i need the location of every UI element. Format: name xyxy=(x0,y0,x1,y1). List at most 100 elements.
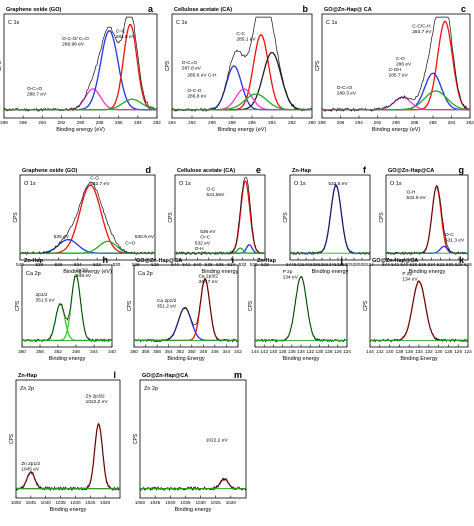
x-tick-label: 540 xyxy=(194,262,202,267)
x-tick-label: 540 xyxy=(16,262,24,267)
x-tick-label: 536 xyxy=(55,262,63,267)
peak-annotation-value: 285.7 eV xyxy=(389,73,409,79)
x-axis-label: Binding energy (eV) xyxy=(218,127,267,133)
y-axis-label: CPS xyxy=(379,212,385,223)
x-tick-label: 538 xyxy=(35,262,43,267)
x-tick-label: 286 xyxy=(115,120,123,125)
plot-frame xyxy=(19,174,156,261)
x-tick-label: 138 xyxy=(396,349,404,354)
x-tick-label: 358 xyxy=(142,349,150,354)
y-axis-label: CPS xyxy=(15,300,21,311)
peak-fit-0 xyxy=(255,275,347,342)
peak-annotation-value: 288.7 eV xyxy=(27,91,47,97)
x-tick-label: 356 xyxy=(36,349,44,354)
x-tick-label: 348 xyxy=(199,349,207,354)
x-tick-label: 530 xyxy=(446,262,454,267)
x-tick-label: 290 xyxy=(77,120,85,125)
x-axis-label: Binding energy xyxy=(50,507,87,513)
x-tick-label: 292 xyxy=(58,120,66,125)
core-level-label: C 1s xyxy=(326,20,338,26)
panel-label: j xyxy=(339,255,343,265)
x-tick-label: 542 xyxy=(391,262,399,267)
x-axis-label: Binding energy xyxy=(312,269,349,275)
y-axis-label: CPS xyxy=(283,212,289,223)
x-tick-label: 526 xyxy=(151,262,159,267)
x-axis-label: Binding energy xyxy=(175,507,212,513)
x-tick-label: 130 xyxy=(316,349,324,354)
y-axis-label: CPS xyxy=(13,212,19,223)
peak-annotation: 285.6 eV C-H xyxy=(187,72,217,78)
panel-label: l xyxy=(113,370,116,380)
x-tick-label: 532 xyxy=(239,262,247,267)
x-tick-label: 528 xyxy=(455,262,463,267)
x-tick-label: 348 xyxy=(72,349,80,354)
x-tick-label: 1025 xyxy=(85,500,96,505)
x-tick-label: 526 xyxy=(358,262,366,267)
peak-annotation-value: 348 eV xyxy=(76,273,92,279)
x-tick-label: 144 xyxy=(366,349,374,354)
x-tick-label: 1050 xyxy=(135,500,146,505)
plot-frame xyxy=(133,264,239,348)
core-level-label: Zn 2p xyxy=(20,386,34,392)
peak-annotation: O-C=O xyxy=(182,60,198,66)
panel-label: k xyxy=(459,255,465,265)
y-axis-label: CPS xyxy=(168,212,174,223)
sample-title: GO@Zn-Hap@CA xyxy=(136,258,182,264)
sample-title: Cellulose acetate (CA) xyxy=(177,168,235,174)
panel-label: m xyxy=(234,370,242,380)
x-tick-label: 538 xyxy=(409,262,417,267)
peak-annotation-value: 286.8 eV xyxy=(187,94,207,100)
x-tick-label: 340 xyxy=(108,349,116,354)
sample-title: Zn-Hap xyxy=(292,168,312,174)
peak-annotation: O-C xyxy=(207,186,216,192)
x-tick-label: 286 xyxy=(248,120,256,125)
panel-l: 1050 1045 1040 1035 1030 1025 1020 Binding ener… xyxy=(9,370,121,513)
core-level-label: Ca 2p xyxy=(138,271,153,277)
x-tick-label: 534 xyxy=(227,262,235,267)
x-tick-label: 286 xyxy=(429,120,437,125)
peak-annotation: C-OH xyxy=(389,67,402,73)
peak-annotation-value: 134 eV xyxy=(283,275,299,281)
x-tick-label: 294 xyxy=(355,120,363,125)
x-tick-label: 124 xyxy=(464,349,472,354)
raw-spectrum xyxy=(174,177,266,256)
x-tick-label: 530 xyxy=(342,262,350,267)
x-tick-label: 360 xyxy=(18,349,26,354)
x-tick-label: 284 xyxy=(134,120,142,125)
sample-title: GO@Zn-Hap@CA xyxy=(388,168,434,174)
x-axis-label: Binding Energy xyxy=(167,356,205,362)
x-tick-label: 282 xyxy=(153,120,161,125)
x-tick-label: 1040 xyxy=(165,500,176,505)
x-tick-label: 530 xyxy=(250,262,258,267)
x-tick-label: 136 xyxy=(288,349,296,354)
panel-label: d xyxy=(146,165,152,175)
x-tick-label: 354 xyxy=(165,349,173,354)
panel-label: b xyxy=(303,4,309,14)
peak-annotation: C-O xyxy=(90,175,99,181)
panel-label: g xyxy=(459,165,465,175)
x-tick-label: 140 xyxy=(270,349,278,354)
panel-label: h xyxy=(103,255,109,265)
sample-title: GO@Zn-Hap@ CA xyxy=(324,7,372,13)
core-level-label: O 1s xyxy=(24,181,36,187)
y-axis-label: CPS xyxy=(248,300,254,311)
x-tick-label: 288 xyxy=(228,120,236,125)
plot-frame xyxy=(171,13,313,119)
x-tick-label: 544 xyxy=(286,262,294,267)
x-tick-label: 344 xyxy=(223,349,231,354)
plot-frame xyxy=(15,379,121,499)
x-tick-label: 142 xyxy=(376,349,384,354)
x-tick-label: 1050 xyxy=(11,500,22,505)
x-tick-label: 288 xyxy=(411,120,419,125)
peak-annotation-value: O=C xyxy=(200,234,211,240)
peak-annotation-value: 531.3 eV xyxy=(445,238,465,244)
peak-annotation: C-C/C-H xyxy=(412,24,431,30)
x-tick-label: 538 xyxy=(310,262,318,267)
peak-annotation: 536 eV xyxy=(200,229,216,235)
peak-annotation: O-C-O xyxy=(187,88,201,94)
x-tick-label: 540 xyxy=(400,262,408,267)
y-axis-label: CPS xyxy=(363,300,369,311)
x-tick-label: 536 xyxy=(419,262,427,267)
panel-label: a xyxy=(148,4,154,14)
core-level-label: O 1s xyxy=(390,181,402,187)
